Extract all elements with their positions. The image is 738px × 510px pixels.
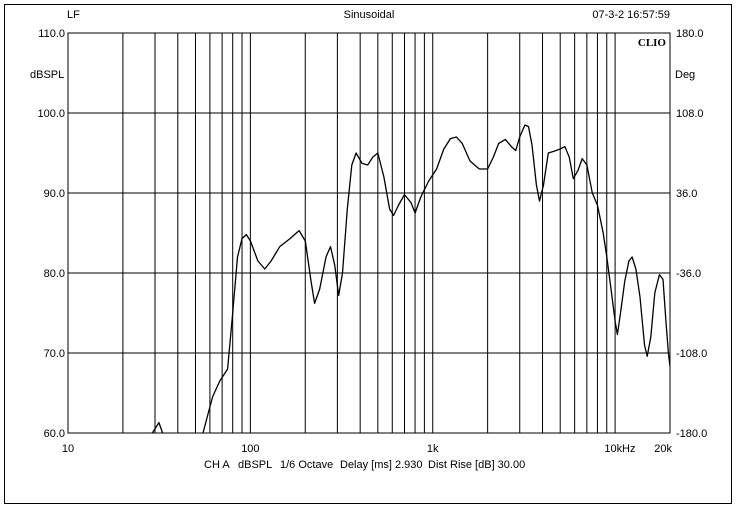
plot-border xyxy=(67,32,671,434)
footer-channel: CH A xyxy=(204,459,230,471)
x-tick-label: 10 xyxy=(62,443,74,455)
plot-area xyxy=(68,33,670,433)
y-tick-right-label: -36.0 xyxy=(676,268,701,280)
x-ticks: 10 100 1k 10k 20k xyxy=(62,443,673,455)
header-right: 07-3-2 16:57:59 xyxy=(592,9,670,21)
y-tick-right-label: -108.0 xyxy=(676,348,707,360)
x-tick-label: 10k xyxy=(604,443,622,455)
x-tick-label: 1k xyxy=(427,443,439,455)
response-curve-group xyxy=(151,124,670,433)
y-ticks-right: 180.0 108.0 36.0 -36.0 -108.0 -180.0 xyxy=(676,28,707,440)
horizontal-grid xyxy=(68,112,670,354)
brand-logo: CLIO xyxy=(638,37,667,49)
y-axis-right-label: Deg xyxy=(675,69,695,81)
y-tick-right-label: 36.0 xyxy=(676,188,697,200)
x-tick-label: 20k xyxy=(654,443,672,455)
y-axis-left-label: dBSPL xyxy=(30,69,64,81)
x-axis-unit: Hz xyxy=(622,443,635,455)
y-tick-left-label: 80.0 xyxy=(44,268,65,280)
footer-unit: dBSPL xyxy=(238,459,272,471)
y-tick-left-label: 60.0 xyxy=(44,428,65,440)
header-center: Sinusoidal xyxy=(344,9,395,21)
footer-dist-rise: Dist Rise [dB] 30.00 xyxy=(428,459,525,471)
vertical-grid xyxy=(122,33,616,433)
y-tick-left-label: 90.0 xyxy=(44,188,65,200)
footer-smoothing: 1/6 Octave xyxy=(280,459,333,471)
y-ticks-left: 110.0 100.0 90.0 80.0 70.0 60.0 xyxy=(37,28,65,440)
y-tick-left-label: 110.0 xyxy=(38,28,65,40)
footer-delay: Delay [ms] 2.930 xyxy=(340,459,423,471)
y-tick-right-label: 180.0 xyxy=(676,28,704,40)
header-left: LF xyxy=(67,9,80,21)
y-tick-right-label: -180.0 xyxy=(676,428,707,440)
y-tick-left-label: 100.0 xyxy=(37,108,65,120)
spl-response-line xyxy=(151,124,670,433)
y-tick-left-label: 70.0 xyxy=(44,348,65,360)
x-tick-label: 100 xyxy=(241,443,259,455)
y-tick-right-label: 108.0 xyxy=(676,108,704,120)
